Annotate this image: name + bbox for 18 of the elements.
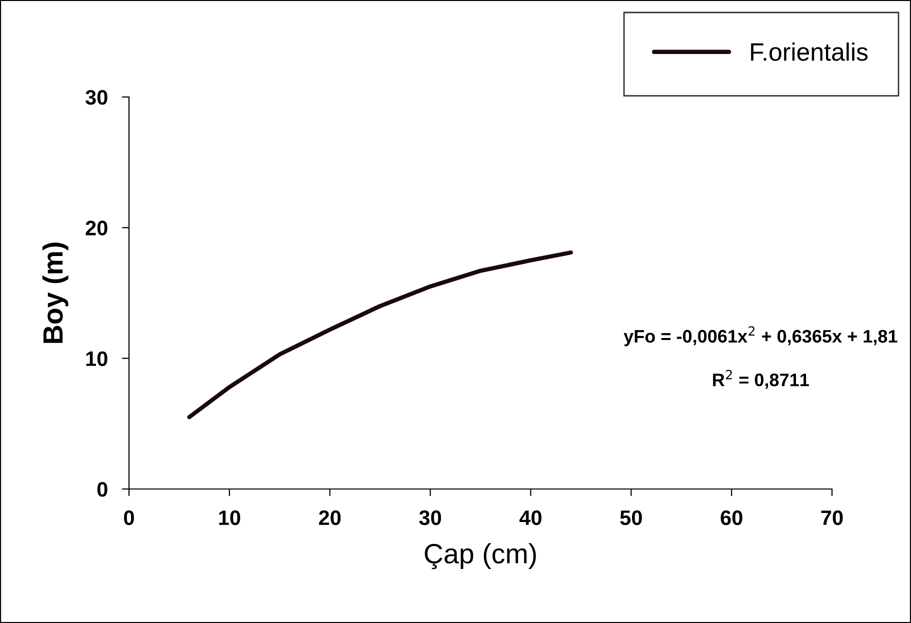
x-tick-label: 70 <box>821 510 843 526</box>
y-tick-label: 0 <box>97 482 108 497</box>
y-tick-label: 20 <box>86 220 108 236</box>
x-tick-label: 50 <box>620 510 642 526</box>
y-axis-title: Boy (m) <box>42 242 68 343</box>
x-axis-title: Çap (cm) <box>424 543 536 570</box>
x-tick-label: 30 <box>419 510 442 526</box>
x-tick-label: 20 <box>318 510 341 526</box>
line-series <box>187 250 573 420</box>
x-tick-label: 60 <box>720 510 742 526</box>
annotation: yFo = -0,0061x$^{2}$ + 0,6365x + 1,81 <box>624 326 898 346</box>
x-tick-label: 40 <box>519 510 542 526</box>
x-tick-label: 10 <box>219 510 240 526</box>
annotation: R$^{2}$ = 0,8711 <box>713 370 809 389</box>
y-tick-label: 10 <box>86 351 108 366</box>
legend-label: F.orientalis <box>751 42 868 61</box>
x-tick-label: 0 <box>124 510 134 526</box>
y-tick-label: 30 <box>85 90 108 105</box>
